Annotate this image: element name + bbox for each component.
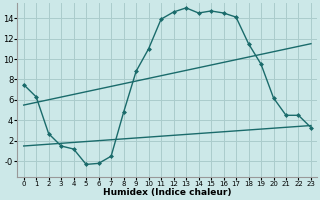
X-axis label: Humidex (Indice chaleur): Humidex (Indice chaleur)	[103, 188, 232, 197]
